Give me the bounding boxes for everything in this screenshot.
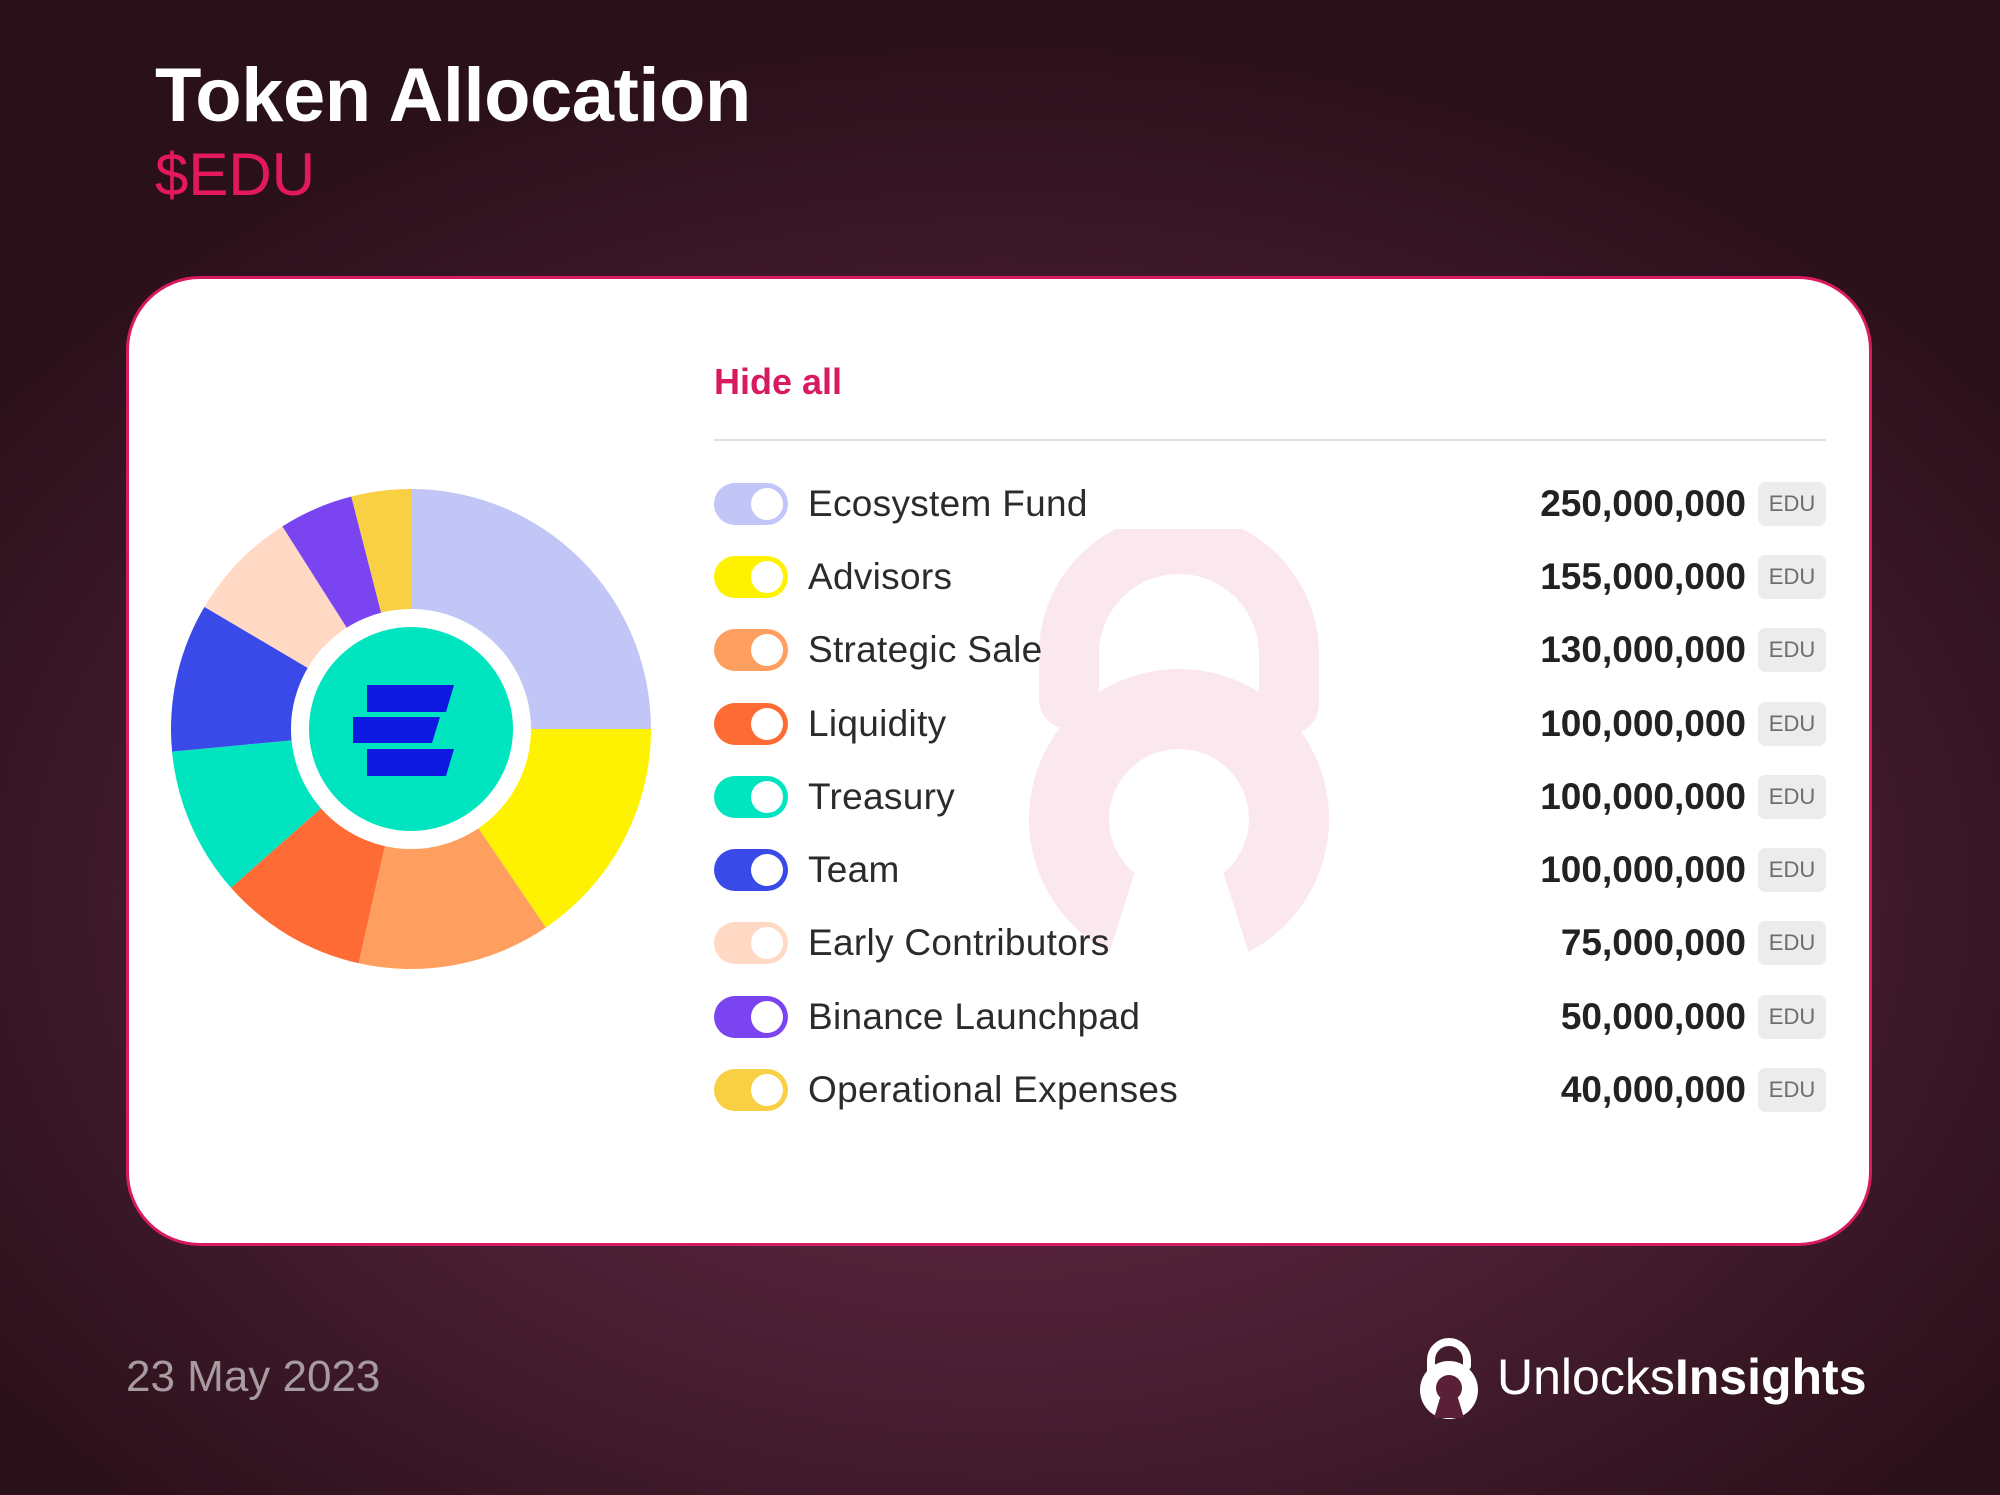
legend-row: Strategic Sale 130,000,000 EDU <box>714 614 1826 687</box>
legend-label: Liquidity <box>808 702 947 744</box>
unit-badge: EDU <box>1758 774 1826 819</box>
legend-value: 100,000,000 <box>1540 849 1746 891</box>
legend-label: Treasury <box>808 775 956 817</box>
legend-row: Binance Launchpad 50,000,000 EDU <box>714 980 1826 1053</box>
brand-logo: UnlocksInsights <box>1415 1334 1867 1420</box>
legend-label: Strategic Sale <box>808 629 1043 671</box>
series-toggle[interactable] <box>714 922 788 965</box>
legend-value: 40,000,000 <box>1560 1069 1746 1111</box>
toggle-knob <box>751 560 783 593</box>
series-toggle[interactable] <box>714 702 788 745</box>
legend-value: 130,000,000 <box>1540 629 1746 671</box>
unit-badge: EDU <box>1758 481 1826 526</box>
brand-name-bold: Insights <box>1674 1349 1867 1405</box>
legend-label: Early Contributors <box>808 922 1110 964</box>
legend-row: Advisors 155,000,000 EDU <box>714 540 1826 613</box>
unit-badge: EDU <box>1758 554 1826 599</box>
legend-label: Ecosystem Fund <box>808 482 1088 524</box>
brand-name-light: Unlocks <box>1497 1349 1675 1405</box>
allocation-card: Hide all Ecosystem Fund 250,000,000 EDU Adv… <box>126 276 1872 1246</box>
lock-watermark-icon <box>1029 529 1329 969</box>
series-toggle[interactable] <box>714 995 788 1038</box>
legend-row: Treasury 100,000,000 EDU <box>714 760 1826 833</box>
legend-value: 50,000,000 <box>1560 995 1746 1037</box>
legend-value: 100,000,000 <box>1540 702 1746 744</box>
unit-badge: EDU <box>1758 1068 1826 1113</box>
series-toggle[interactable] <box>714 1069 788 1112</box>
legend-value: 155,000,000 <box>1540 555 1746 597</box>
hide-all-button[interactable]: Hide all <box>714 361 843 402</box>
legend-value: 250,000,000 <box>1540 482 1746 524</box>
legend-row: Team 100,000,000 EDU <box>714 833 1826 906</box>
legend-value: 100,000,000 <box>1540 775 1746 817</box>
legend-row: Ecosystem Fund 250,000,000 EDU <box>714 467 1826 540</box>
series-toggle[interactable] <box>714 849 788 892</box>
legend-value: 75,000,000 <box>1560 922 1746 964</box>
legend-label: Team <box>808 849 900 891</box>
legend-row: Operational Expenses 40,000,000 EDU <box>714 1053 1826 1126</box>
unit-badge: EDU <box>1758 628 1826 673</box>
toggle-knob <box>751 487 783 520</box>
brand-name: UnlocksInsights <box>1497 1348 1867 1406</box>
allocation-pie-chart <box>171 489 651 969</box>
toggle-knob <box>751 927 783 960</box>
report-date: 23 May 2023 <box>126 1352 381 1401</box>
unit-badge: EDU <box>1758 921 1826 966</box>
legend-row: Early Contributors 75,000,000 EDU <box>714 907 1826 980</box>
unit-badge: EDU <box>1758 701 1826 746</box>
legend-divider <box>714 439 1826 441</box>
toggle-knob <box>751 634 783 667</box>
toggle-knob <box>751 1000 783 1033</box>
lock-icon <box>1420 1338 1478 1419</box>
edu-token-icon <box>309 627 513 831</box>
legend-label: Operational Expenses <box>808 1069 1179 1111</box>
series-toggle[interactable] <box>714 629 788 672</box>
series-toggle[interactable] <box>714 775 788 818</box>
toggle-knob <box>751 780 783 813</box>
allocation-legend: Ecosystem Fund 250,000,000 EDU Advisors 155,… <box>714 467 1826 1127</box>
series-toggle[interactable] <box>714 555 788 598</box>
token-ticker: $EDU <box>155 141 316 208</box>
unit-badge: EDU <box>1758 848 1826 893</box>
page-title: Token Allocation <box>155 53 751 138</box>
unit-badge: EDU <box>1758 994 1826 1039</box>
toggle-knob <box>751 854 783 887</box>
toggle-knob <box>751 1074 783 1107</box>
legend-row: Liquidity 100,000,000 EDU <box>714 687 1826 760</box>
legend-label: Advisors <box>808 555 953 597</box>
series-toggle[interactable] <box>714 482 788 525</box>
legend-label: Binance Launchpad <box>808 995 1141 1037</box>
toggle-knob <box>751 707 783 740</box>
